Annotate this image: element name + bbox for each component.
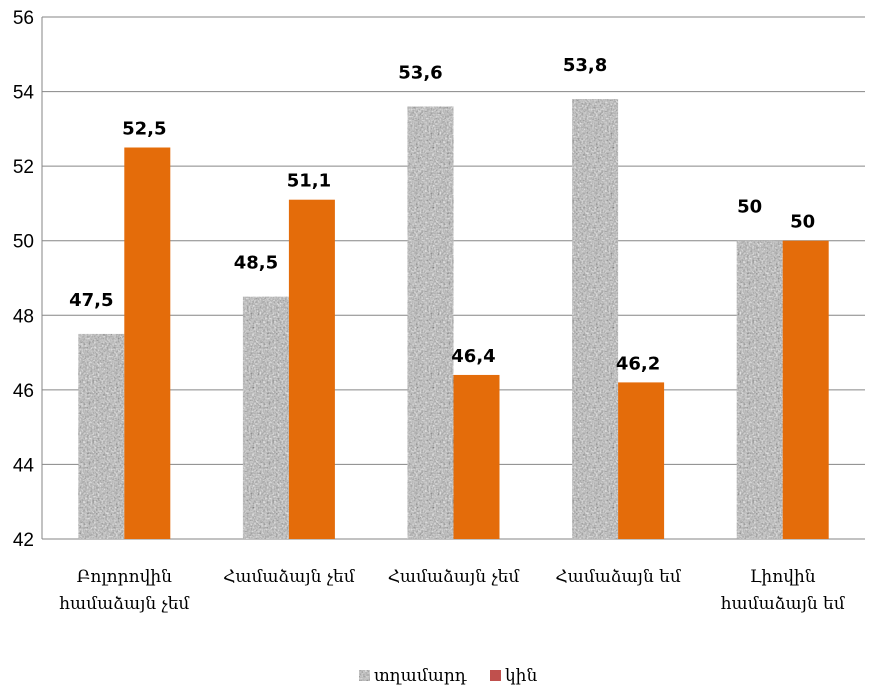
bar-series-1 <box>288 199 335 539</box>
bar-series-1 <box>782 240 829 539</box>
category-label: Համաձայն չեմ <box>223 567 356 587</box>
y-tick-label: 42 <box>13 530 34 551</box>
data-label: 51,1 <box>287 171 331 192</box>
y-tick-label: 46 <box>13 381 34 402</box>
legend-swatch <box>359 670 370 681</box>
data-label: 46,4 <box>451 346 495 367</box>
category-label: համաձայն եմ <box>721 594 846 614</box>
category-labels: Բոլորովին համաձայն չեմ Համաձայն չեմ Համաձայ… <box>59 567 846 614</box>
bar-series-0 <box>407 106 454 539</box>
bar-series-1 <box>124 147 171 539</box>
data-label: 48,5 <box>234 253 278 274</box>
category-label: Բոլորովին <box>77 567 173 587</box>
y-tick-label: 52 <box>13 157 34 178</box>
y-tick-label: 48 <box>13 306 34 327</box>
data-labels: 47,5 48,5 53,6 53,8 50 52,5 51,1 46,4 46,2 50 <box>69 55 815 374</box>
category-label: Համաձայն եմ <box>555 567 681 587</box>
category-label: համաձայն չեմ <box>59 594 190 614</box>
legend-label: կին <box>505 666 537 686</box>
data-label: 50 <box>790 212 815 233</box>
data-label: 47,5 <box>69 290 113 311</box>
legend-label: տղամարդ <box>374 666 467 686</box>
bar-series-0 <box>736 240 783 539</box>
bar-series-0 <box>242 296 289 539</box>
bar-series-1 <box>618 382 665 539</box>
data-label: 53,6 <box>398 62 442 83</box>
y-axis: 42 44 46 48 50 52 54 56 <box>13 8 43 551</box>
data-label: 50 <box>737 197 762 218</box>
y-tick-label: 56 <box>13 8 34 29</box>
bar-series-0 <box>78 333 125 539</box>
data-label: 46,2 <box>616 353 660 374</box>
bar-series-1 <box>453 374 500 539</box>
y-tick-label: 54 <box>13 83 35 104</box>
legend-swatch <box>490 670 501 681</box>
bars <box>78 99 829 540</box>
data-label: 52,5 <box>122 119 166 140</box>
y-tick-label: 44 <box>13 455 35 476</box>
category-label: Համաձայն չեմ <box>388 567 521 587</box>
category-label: Լիովին <box>750 567 816 587</box>
data-label: 53,8 <box>563 55 607 76</box>
legend: տղամարդ կին <box>359 666 537 686</box>
y-tick-label: 50 <box>13 232 34 253</box>
bar-series-0 <box>572 99 619 540</box>
